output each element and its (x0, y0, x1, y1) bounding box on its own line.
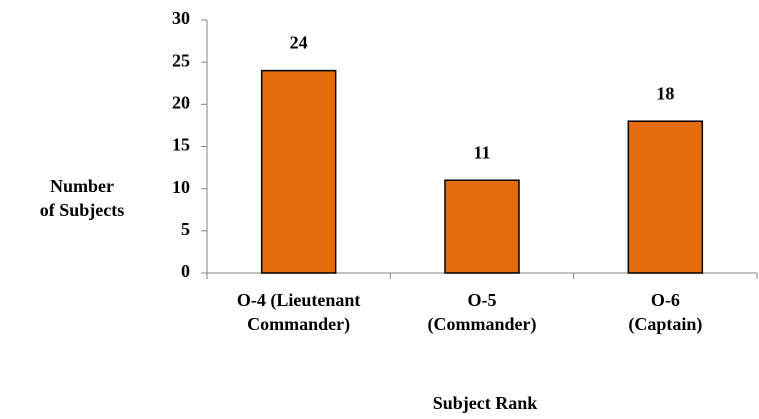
data-label: 11 (473, 142, 490, 162)
y-tick-label: 25 (172, 50, 190, 70)
y-tick-label: 30 (172, 8, 190, 28)
y-tick-label: 0 (181, 261, 190, 281)
y-tick-label: 20 (172, 92, 190, 112)
y-tick-label: 10 (172, 177, 190, 197)
data-label: 24 (290, 33, 308, 53)
y-axis-title: Number of Subjects (39, 176, 125, 220)
y-tick-label: 5 (181, 219, 190, 239)
x-tick-label: O-6 (Captain) (628, 290, 703, 334)
y-tick-label: 15 (172, 135, 190, 155)
bar (260, 69, 337, 274)
x-axis-title: Subject Rank (432, 393, 538, 413)
bar (444, 179, 520, 274)
data-label: 18 (656, 83, 674, 103)
x-tick-label: O-4 (Lieutenant Commander) (236, 290, 361, 334)
bar (627, 120, 704, 274)
x-tick-label: O-5 (Commander) (427, 290, 537, 334)
